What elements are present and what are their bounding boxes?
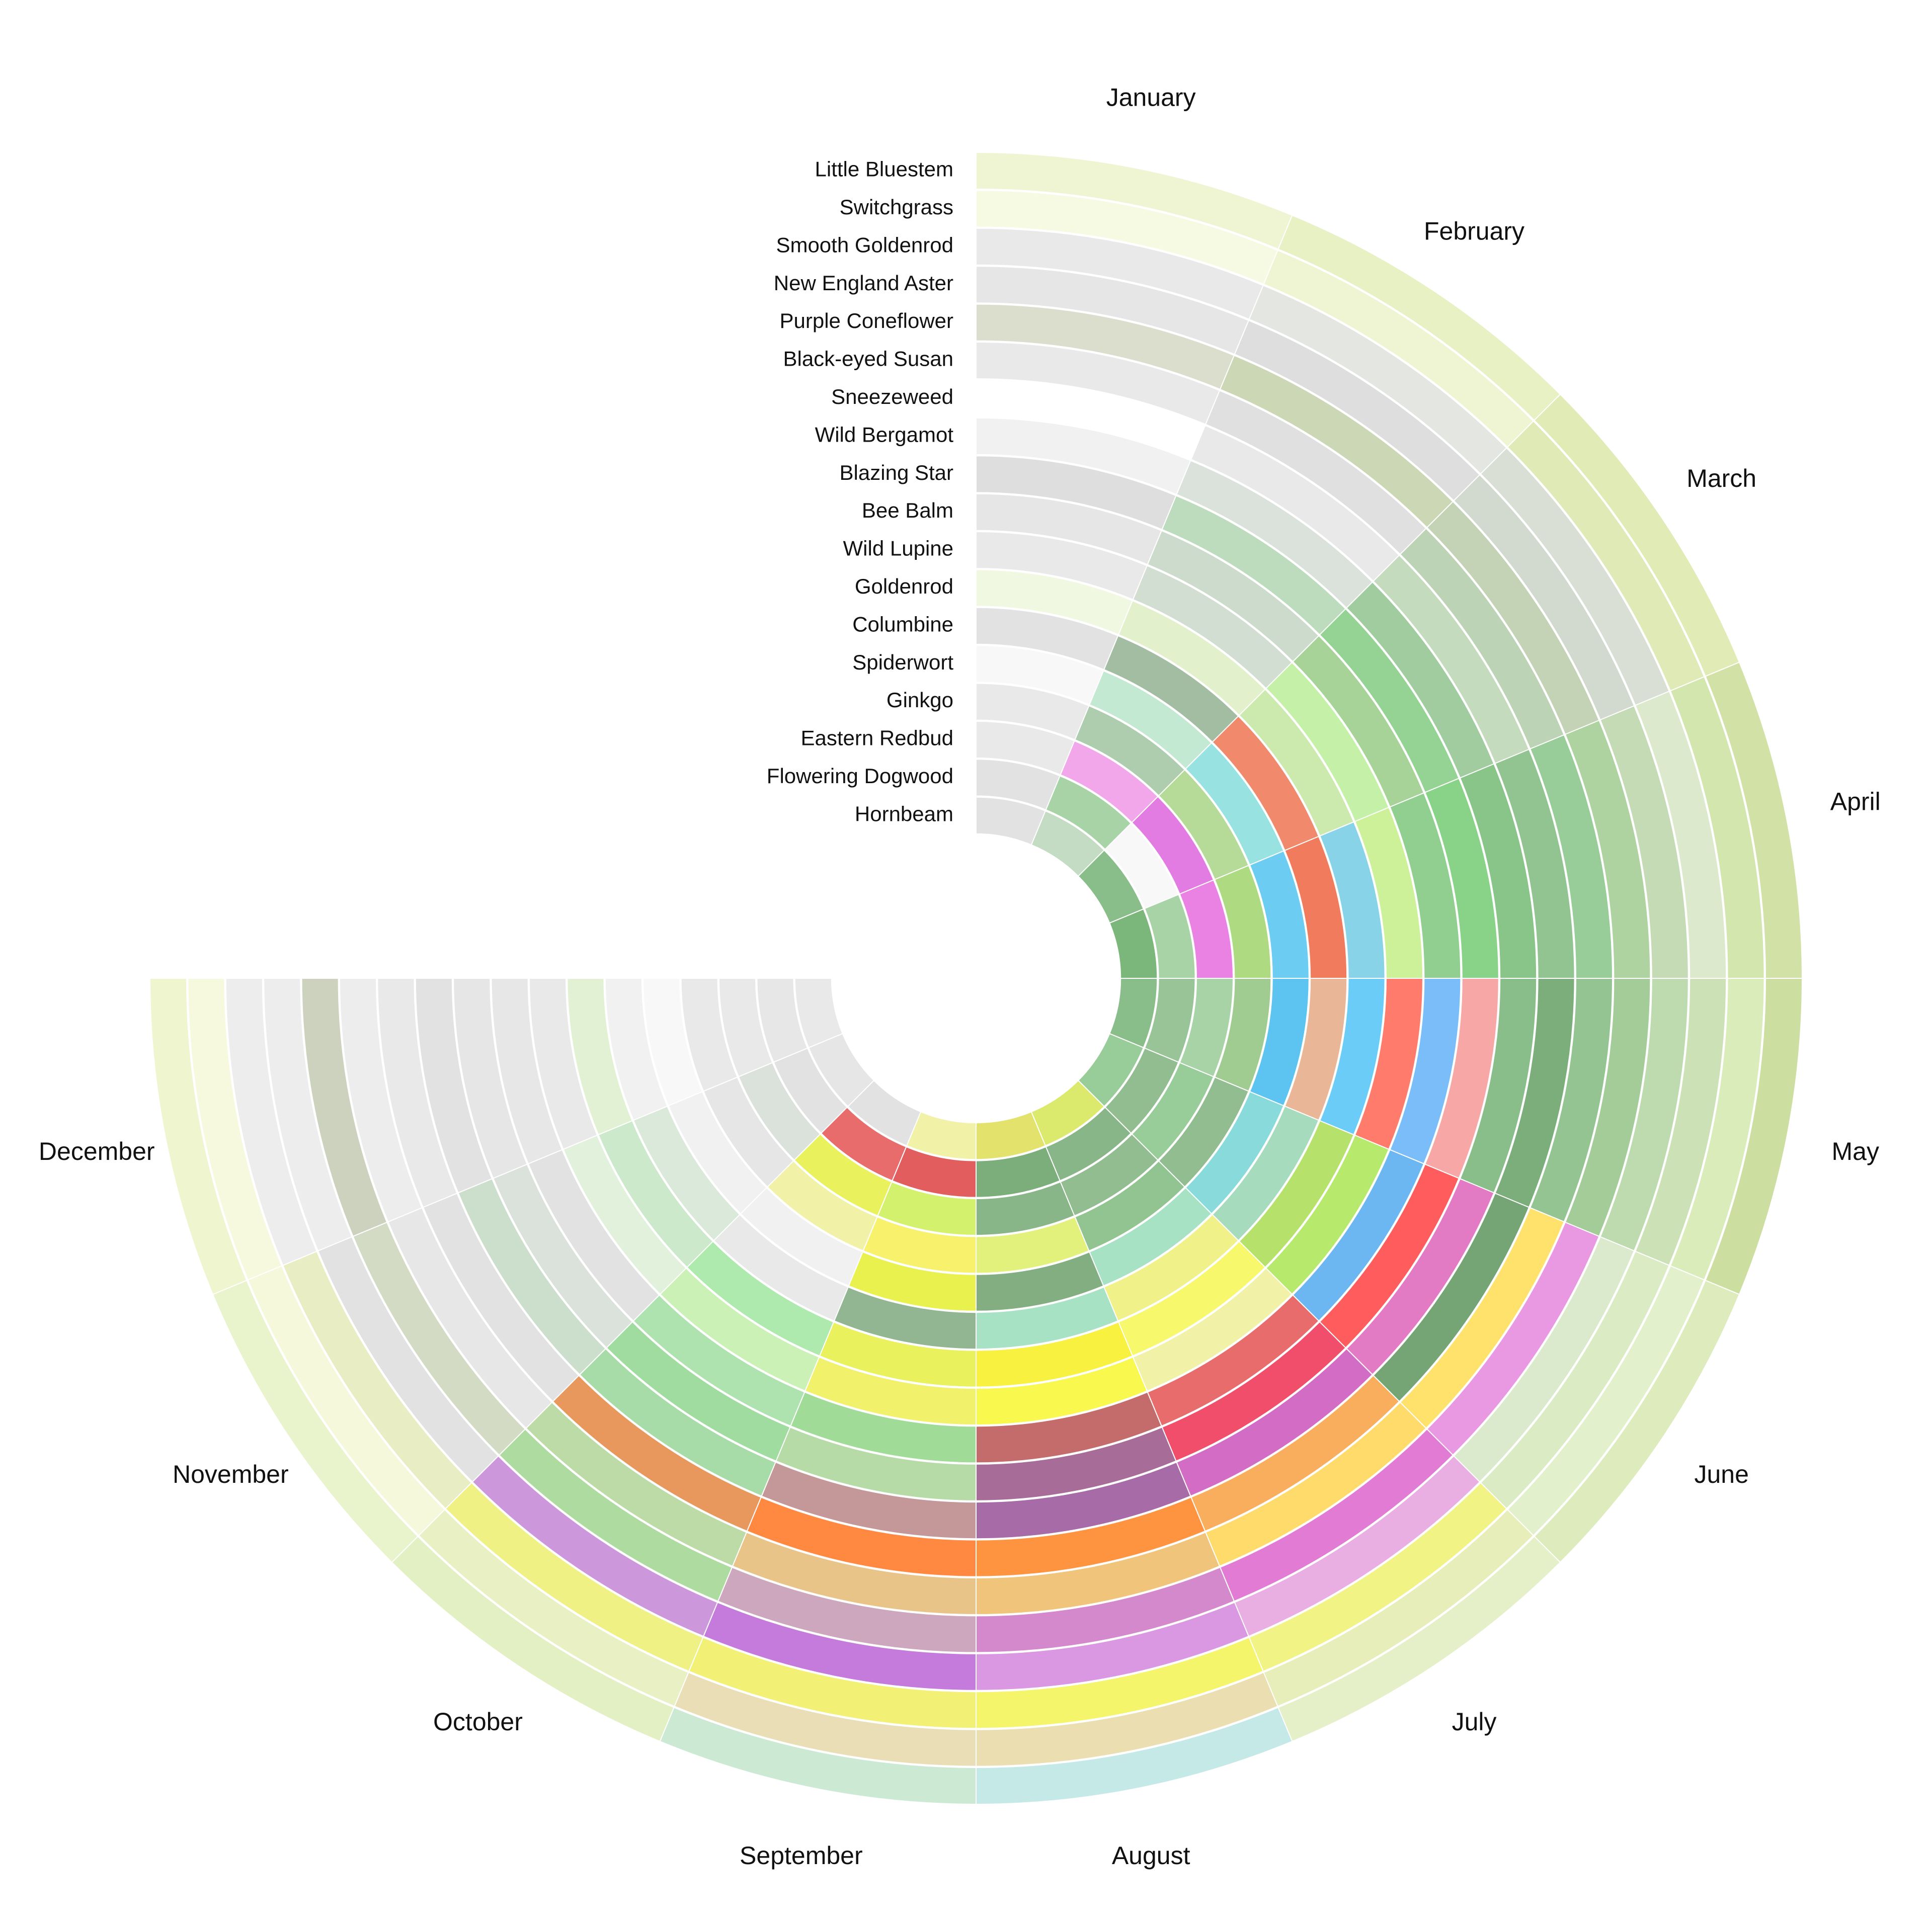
plant-label: Wild Bergamot	[815, 423, 954, 446]
month-label: September	[740, 1841, 863, 1870]
month-segment	[718, 978, 773, 1077]
month-segment	[567, 978, 633, 1136]
month-label: May	[1832, 1137, 1879, 1165]
plant-ring	[263, 266, 1689, 1691]
plant-ring	[415, 417, 1538, 1540]
month-segment	[642, 978, 703, 1107]
month-segment	[756, 978, 809, 1063]
rings	[149, 151, 1803, 1805]
plant-label: Switchgrass	[840, 195, 953, 219]
plant-label: Flowering Dogwood	[767, 764, 953, 788]
plant-label: Hornbeam	[855, 802, 953, 825]
plant-ring	[339, 341, 1614, 1616]
month-label: August	[1112, 1841, 1190, 1870]
plant-label: Goldenrod	[855, 574, 953, 598]
month-segment	[149, 978, 248, 1295]
month-segment	[301, 978, 388, 1237]
month-segment	[415, 978, 493, 1194]
plant-label: Wild Lupine	[843, 537, 953, 560]
plant-label: Purple Coneflower	[779, 309, 953, 332]
plant-label: Spiderwort	[852, 650, 953, 674]
plant-label: New England Aster	[774, 271, 953, 295]
month-label: December	[39, 1137, 155, 1165]
month-segment	[187, 978, 283, 1281]
plant-ring	[718, 720, 1234, 1236]
month-segment	[339, 978, 423, 1223]
month-label: November	[173, 1460, 289, 1488]
month-segment	[225, 978, 318, 1266]
month-segment	[491, 978, 563, 1164]
plant-ring	[604, 607, 1348, 1350]
month-segment	[453, 978, 528, 1179]
plant-label: Ginkgo	[887, 688, 953, 712]
plant-ring	[794, 796, 1158, 1160]
plant-ring	[149, 151, 1803, 1805]
month-label: March	[1686, 464, 1756, 492]
month-label: April	[1830, 788, 1881, 816]
plant-ring	[567, 569, 1386, 1388]
plant-ring	[756, 759, 1196, 1198]
month-segment	[263, 978, 353, 1252]
month-label: January	[1106, 83, 1196, 111]
plant-label: Sneezeweed	[831, 385, 953, 408]
plant-label: Columbine	[852, 612, 953, 636]
plant-ring	[225, 227, 1727, 1729]
plant-ring	[301, 303, 1651, 1653]
plant-ring	[528, 531, 1424, 1426]
month-label: February	[1424, 217, 1524, 245]
plant-ring	[642, 645, 1310, 1312]
plant-label: Blazing Star	[840, 461, 953, 484]
plant-label: Black-eyed Susan	[783, 347, 953, 371]
plant-label: Eastern Redbud	[800, 726, 953, 750]
month-segment	[794, 978, 843, 1049]
month-segment	[377, 978, 458, 1208]
plant-label: Little Bluestem	[815, 157, 953, 181]
month-label: June	[1694, 1460, 1748, 1488]
plant-label: Bee Balm	[862, 498, 953, 522]
plant-label: Smooth Goldenrod	[776, 233, 953, 257]
plant-ring	[680, 683, 1272, 1274]
month-label: October	[433, 1708, 523, 1736]
plant-ring	[377, 379, 1575, 1577]
plant-ring	[491, 493, 1462, 1464]
plant-ring	[453, 455, 1499, 1501]
month-segment	[680, 978, 738, 1092]
plant-ring	[187, 190, 1765, 1767]
month-label: July	[1452, 1708, 1497, 1736]
month-segment	[528, 978, 598, 1150]
month-segment	[604, 978, 668, 1121]
